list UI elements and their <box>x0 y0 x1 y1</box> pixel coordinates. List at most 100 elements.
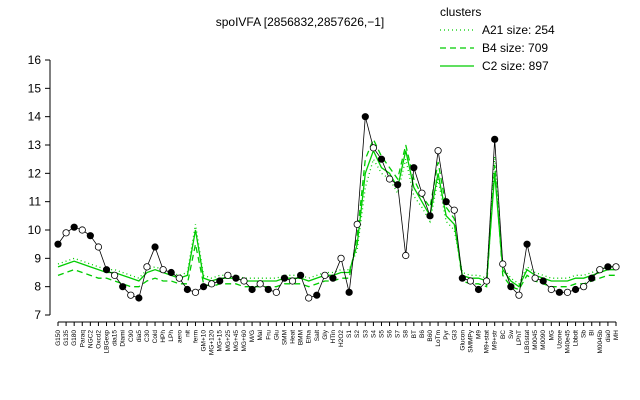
chart-title: spoIVFA [2856832,2857626,−1] <box>216 15 384 29</box>
x-tick-label: M0045b <box>597 330 604 354</box>
point <box>337 254 345 262</box>
point <box>191 288 200 296</box>
x-tick-label: MG+15 <box>217 330 224 352</box>
x-tick-label: Uzone <box>556 330 563 349</box>
point <box>426 212 434 220</box>
point <box>580 283 588 291</box>
x-tick-label: dia5 <box>136 330 143 343</box>
point <box>232 274 240 282</box>
point <box>240 277 248 285</box>
y-tick-label: 15 <box>28 81 42 95</box>
point <box>394 181 402 189</box>
x-tick-label: MG+45 <box>233 330 240 352</box>
cluster-line <box>57 148 616 288</box>
point <box>86 232 94 240</box>
x-tick-label: B60 <box>427 330 434 342</box>
x-tick-label: HPh <box>160 330 167 343</box>
point <box>458 274 466 282</box>
x-tick-label: G150 <box>55 330 62 346</box>
x-tick-label: M9+str <box>492 329 499 350</box>
x-tick-label: LoTm <box>435 330 442 347</box>
x-tick-label: MG <box>548 330 555 340</box>
point <box>531 274 539 282</box>
x-tick-label: SMMPy <box>467 329 474 353</box>
x-tick-label: Mal <box>257 329 264 340</box>
point <box>167 268 175 277</box>
x-tick-label: Bl <box>589 329 596 335</box>
point <box>183 285 191 294</box>
legend-label: A21 size: 254 <box>482 23 555 37</box>
x-tick-label: MG+120 <box>209 330 216 355</box>
x-tick-label: M/G <box>249 330 256 342</box>
point <box>555 288 563 296</box>
point <box>199 283 208 291</box>
x-tick-label: BT <box>411 330 418 338</box>
x-tick-label: S3 <box>362 330 369 338</box>
x-tick-label: HTin <box>330 330 337 344</box>
x-tick-label: Paraq <box>79 330 86 348</box>
x-tick-label: Sw <box>508 330 515 339</box>
point <box>143 263 151 271</box>
y-tick-label: 14 <box>28 110 42 124</box>
x-tick-label: H2O2 <box>338 330 345 347</box>
x-tick-label: NGC2 <box>87 330 94 348</box>
x-tick-label: C30 <box>144 330 151 342</box>
point <box>523 240 531 248</box>
y-tick-label: 10 <box>28 223 42 237</box>
y-tick-label: 8 <box>34 280 41 294</box>
cluster-line <box>57 137 616 291</box>
y-tick-label: 13 <box>28 138 42 152</box>
x-tick-label: Glu <box>273 330 280 341</box>
x-tick-label: M0045 <box>532 330 539 350</box>
x-tick-label: dia0 <box>605 330 612 343</box>
x-tick-label: LBGstat <box>524 330 531 354</box>
point <box>135 294 143 302</box>
x-tick-label: MH <box>613 330 620 340</box>
point <box>377 155 386 163</box>
x-tick-label: S5 <box>378 330 385 338</box>
point <box>264 285 272 294</box>
x-tick-label: S4 <box>370 330 377 338</box>
y-tick-label: 7 <box>34 308 41 322</box>
point <box>159 266 167 274</box>
point <box>216 277 224 285</box>
x-tick-label: Oxcd2 <box>95 330 102 349</box>
point <box>175 274 183 282</box>
point <box>361 113 369 121</box>
point <box>563 288 572 296</box>
x-tick-label: B6 <box>419 330 426 338</box>
point <box>612 263 620 271</box>
x-tick-label: G180 <box>71 330 78 346</box>
x-tick-label: BC <box>500 330 507 339</box>
point <box>62 229 70 237</box>
x-tick-label: ferm <box>192 330 199 343</box>
point <box>54 240 62 248</box>
point <box>385 175 394 183</box>
point <box>491 135 499 143</box>
legend-label: C2 size: 897 <box>482 59 549 73</box>
point <box>151 243 159 251</box>
point <box>313 291 321 299</box>
point <box>321 271 329 279</box>
point <box>499 260 507 268</box>
x-tick-label: SMM <box>281 330 288 345</box>
point <box>248 285 256 294</box>
x-tick-label: S2 <box>354 330 361 338</box>
point <box>127 291 135 299</box>
point <box>571 285 580 294</box>
point <box>402 251 410 260</box>
point <box>329 274 337 282</box>
x-tick-label: MG+60 <box>241 330 248 352</box>
x-tick-label: nit <box>184 330 191 337</box>
point <box>102 266 111 274</box>
x-tick-label: C90 <box>128 330 135 342</box>
x-tick-label: S6 <box>387 330 394 338</box>
y-tick-label: 11 <box>29 195 42 209</box>
x-tick-label: M0090 <box>540 330 547 350</box>
x-tick-label: dia15 <box>112 330 119 346</box>
x-tick-label: S1 <box>346 330 353 338</box>
x-tick-label: Sb <box>581 330 588 338</box>
x-tick-label: LPh <box>168 330 175 342</box>
legend-title: clusters <box>440 5 481 19</box>
point <box>224 271 232 279</box>
